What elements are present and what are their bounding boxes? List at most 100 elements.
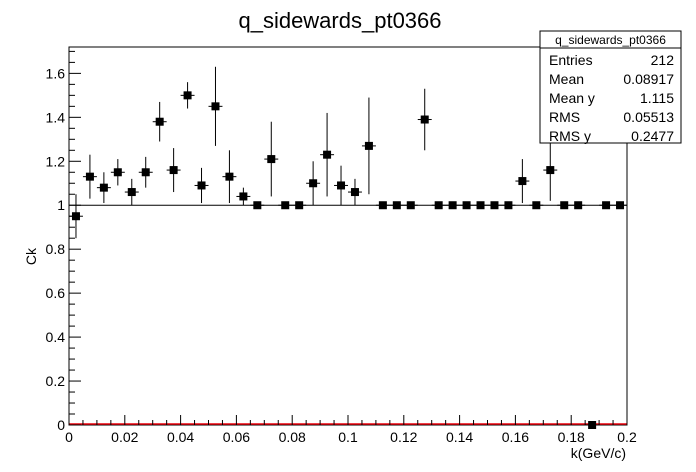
- stats-row-label: Mean y: [549, 90, 595, 106]
- stats-row: Mean 0.08917: [549, 71, 674, 87]
- point-marker: [588, 421, 597, 429]
- point-marker: [71, 212, 80, 221]
- point-marker: [225, 172, 234, 181]
- x-tick-label: 0: [65, 429, 73, 445]
- point-marker: [532, 201, 541, 210]
- point-marker: [518, 177, 527, 186]
- x-tick-label: 0.18: [558, 429, 585, 445]
- data-point: [361, 97, 376, 195]
- point-marker: [378, 201, 387, 210]
- stats-row-value: 1.115: [640, 90, 674, 106]
- data-point: [585, 421, 600, 429]
- stats-row-value: 0.08917: [623, 71, 674, 87]
- data-point: [194, 167, 209, 204]
- x-axis-label: k(GeV/c): [571, 445, 626, 461]
- data-point: [69, 194, 83, 239]
- point-marker: [350, 188, 359, 197]
- point-marker: [616, 201, 625, 210]
- point-marker: [253, 201, 262, 210]
- point-marker: [169, 166, 178, 175]
- point-marker: [239, 192, 248, 201]
- point-marker: [295, 201, 304, 210]
- data-point: [375, 201, 390, 210]
- point-marker: [211, 102, 220, 111]
- x-tick-label: 0.16: [502, 429, 529, 445]
- point-marker: [99, 183, 108, 192]
- stats-row-label: Mean: [549, 71, 584, 87]
- x-tick-label: 0.04: [167, 429, 194, 445]
- stats-row: Entries 212: [549, 52, 674, 68]
- point-marker: [309, 179, 318, 188]
- data-point: [96, 172, 111, 204]
- data-point: [417, 88, 432, 151]
- stats-row: Mean y 1.115: [549, 90, 674, 106]
- point-marker: [155, 117, 164, 126]
- stats-row-label: RMS y: [549, 128, 591, 144]
- x-tick-label: 0.2: [617, 429, 637, 445]
- stats-row: RMS 0.05513: [549, 109, 674, 125]
- stats-box-title: q_sidewards_pt0366: [555, 33, 666, 47]
- point-marker: [406, 201, 415, 210]
- point-marker: [85, 172, 94, 181]
- point-marker: [183, 91, 192, 100]
- data-point: [571, 201, 586, 210]
- data-point: [334, 165, 348, 206]
- point-marker: [364, 141, 373, 150]
- x-tick-label: 0.06: [223, 429, 250, 445]
- x-tick-label: 0.02: [111, 429, 138, 445]
- stats-row: RMS y 0.2477: [549, 128, 674, 144]
- point-marker: [323, 150, 332, 159]
- data-point: [166, 148, 181, 193]
- data-point: [264, 121, 279, 197]
- data-point: [529, 201, 544, 210]
- x-axis: 0 0.02 0.04 0.06 0.08 0.1 0.12 0.14 0.16 0.18 0.2: [65, 415, 637, 445]
- y-tick-label: 0.2: [46, 373, 66, 389]
- point-marker: [197, 181, 206, 190]
- point-marker: [281, 201, 290, 210]
- data-point: [515, 159, 530, 204]
- y-tick-label: 0.4: [46, 329, 66, 345]
- point-marker: [141, 168, 150, 177]
- x-tick-label: 0.1: [338, 429, 358, 445]
- data-point: [124, 178, 139, 206]
- point-marker: [546, 166, 555, 175]
- stats-row-value: 0.2477: [631, 128, 674, 144]
- data-point: [348, 178, 362, 206]
- point-marker: [448, 201, 457, 210]
- y-tick-label: 1.4: [46, 109, 66, 125]
- data-point: [292, 201, 307, 210]
- x-tick-label: 0.12: [390, 429, 417, 445]
- point-marker: [392, 201, 401, 210]
- data-point: [473, 201, 488, 210]
- y-tick-label: 0: [57, 417, 65, 433]
- data-point: [110, 159, 125, 186]
- x-tick-label: 0.08: [279, 429, 306, 445]
- y-tick-label: 0.6: [46, 285, 66, 301]
- x-tick-label: 0.14: [446, 429, 473, 445]
- data-point: [250, 201, 265, 210]
- point-marker: [420, 115, 429, 124]
- point-marker: [504, 201, 513, 210]
- point-marker: [337, 181, 346, 190]
- data-point: [389, 201, 404, 210]
- point-marker: [602, 201, 611, 210]
- point-marker: [127, 188, 136, 197]
- y-tick-label: 0.8: [46, 241, 66, 257]
- data-point: [613, 201, 627, 210]
- data-point: [180, 82, 195, 109]
- point-marker: [476, 201, 485, 210]
- stats-row-label: Entries: [549, 52, 593, 68]
- data-point: [278, 201, 293, 210]
- stats-box-frame: [539, 30, 682, 144]
- stats-row-value: 212: [651, 52, 675, 68]
- data-point: [82, 154, 97, 199]
- stats-rows: Entries 212 Mean 0.08917 Mean y 1.115 RMS 0.055…: [549, 52, 674, 144]
- y-axis: 0 0.2 0.4 0.6 0.8 1 1.2 1.4 1.6: [46, 50, 81, 433]
- data-point: [487, 201, 502, 210]
- data-point: [138, 156, 153, 188]
- data-point: [501, 201, 516, 210]
- data-point: [236, 187, 251, 206]
- data-point: [431, 201, 446, 210]
